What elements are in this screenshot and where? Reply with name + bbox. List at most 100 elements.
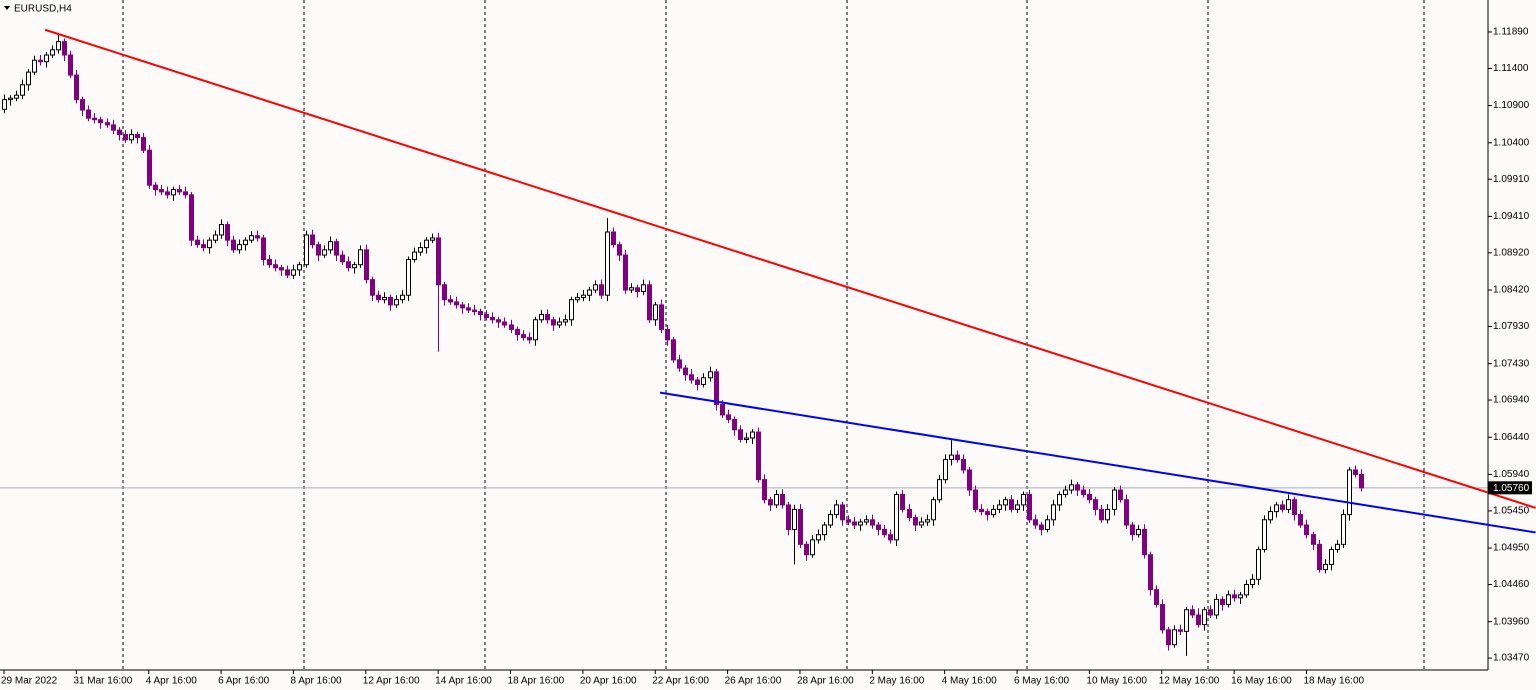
candle-body xyxy=(418,247,423,253)
candle-body xyxy=(1220,598,1225,606)
candle-body xyxy=(376,294,381,301)
candle-body xyxy=(105,122,110,126)
candle-body xyxy=(840,504,845,521)
candle-body xyxy=(98,119,103,124)
candle-body xyxy=(496,319,501,323)
candle-body xyxy=(340,254,345,263)
candle-body xyxy=(388,296,393,306)
candle-body xyxy=(478,311,483,316)
candle-body xyxy=(502,321,507,326)
x-tick-label: 31 Mar 16:00 xyxy=(73,676,132,687)
candle-body xyxy=(316,244,321,256)
candle-body xyxy=(557,321,562,326)
candle-body xyxy=(310,234,315,246)
x-tick-label: 28 Apr 16:00 xyxy=(797,676,854,687)
candle-body xyxy=(1214,598,1219,616)
candle-body xyxy=(780,494,785,506)
candle-body xyxy=(1250,578,1255,585)
candle-body xyxy=(798,508,803,545)
grid-layer xyxy=(0,0,1488,670)
candle-body xyxy=(406,259,411,296)
candle-body xyxy=(509,324,514,330)
candle-body xyxy=(762,479,767,501)
candle-body xyxy=(1232,594,1237,599)
x-tick-label: 14 Apr 16:00 xyxy=(435,676,492,687)
candle-body xyxy=(828,514,833,526)
candle-body xyxy=(623,254,628,291)
candle-body xyxy=(563,319,568,323)
candle-body xyxy=(961,459,966,471)
candle-body xyxy=(430,237,435,241)
candle-body xyxy=(587,289,592,296)
candle-body xyxy=(279,267,284,271)
candle-body xyxy=(985,511,990,516)
x-tick-label: 10 May 16:00 xyxy=(1086,676,1147,687)
candle-body xyxy=(472,309,477,313)
candle-body xyxy=(346,261,351,269)
candle-body xyxy=(967,469,972,491)
candle-body xyxy=(744,437,749,440)
candle-body xyxy=(1045,519,1050,530)
candle-body xyxy=(1081,489,1086,496)
candle-body xyxy=(756,431,761,481)
y-tick-label: 1.10400 xyxy=(1493,137,1530,148)
candle-body xyxy=(213,234,218,241)
candle-body xyxy=(671,339,676,361)
candle-body xyxy=(484,314,489,319)
candle-body xyxy=(882,528,887,536)
candle-body xyxy=(454,301,459,306)
candle-body xyxy=(20,84,25,96)
candle-body xyxy=(1202,609,1207,626)
candle-body xyxy=(695,379,700,385)
candle-body xyxy=(900,494,905,510)
candle-body xyxy=(689,374,694,381)
candle-body xyxy=(521,334,526,339)
candle-body xyxy=(195,239,200,246)
candle-body xyxy=(647,284,652,321)
candle-body xyxy=(26,71,31,86)
candle-body xyxy=(1244,583,1249,596)
candle-body xyxy=(569,299,574,321)
candle-body xyxy=(593,284,598,291)
chart-title: EURUSD,H4 xyxy=(14,4,72,15)
candle-body xyxy=(424,239,429,249)
candle-body xyxy=(394,299,399,306)
candle-body xyxy=(1021,494,1026,506)
y-tick-label: 1.05940 xyxy=(1493,469,1530,480)
candle-body xyxy=(1136,528,1141,536)
candle-body xyxy=(328,241,333,251)
candle-body xyxy=(1099,508,1104,521)
candle-body xyxy=(273,264,278,269)
candle-body xyxy=(147,149,152,186)
y-tick-label: 1.08420 xyxy=(1493,285,1530,296)
candle-body xyxy=(225,224,230,241)
candle-body xyxy=(605,231,610,296)
candle-body xyxy=(1268,511,1273,521)
candle-body xyxy=(74,74,79,101)
candle-body xyxy=(515,328,520,336)
candle-body xyxy=(448,299,453,303)
candle-body xyxy=(925,519,930,523)
candle-body xyxy=(249,235,254,241)
candle-body xyxy=(1208,609,1213,616)
candle-body xyxy=(111,124,116,131)
candle-body xyxy=(894,494,899,541)
candle-body xyxy=(683,367,688,376)
candle-body xyxy=(14,94,19,99)
candle-body xyxy=(665,328,670,341)
candle-body xyxy=(943,459,948,481)
candle-body xyxy=(123,134,128,141)
candle-body xyxy=(876,524,881,530)
candle-body xyxy=(189,194,194,241)
candle-body xyxy=(738,429,743,440)
y-tick-label: 1.07430 xyxy=(1493,358,1530,369)
y-tick-label: 1.09910 xyxy=(1493,174,1530,185)
candle-body xyxy=(1142,528,1147,556)
candle-body xyxy=(412,251,417,261)
candle-body xyxy=(937,479,942,501)
candle-body xyxy=(1190,609,1195,616)
y-tick-label: 1.05450 xyxy=(1493,506,1530,517)
x-tick-label: 18 Apr 16:00 xyxy=(508,676,565,687)
candle-body xyxy=(545,314,550,321)
x-tick-label: 22 Apr 16:00 xyxy=(652,676,709,687)
